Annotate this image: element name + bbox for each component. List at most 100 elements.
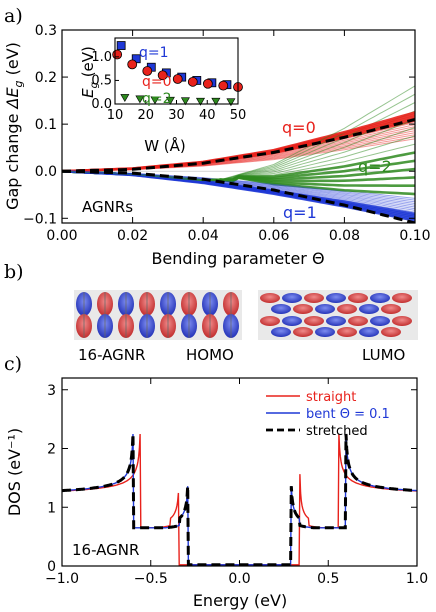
lumo-lobe (359, 304, 379, 314)
x-tick-label-a: 0.00 (46, 228, 77, 244)
inset-point-q2 (180, 97, 190, 106)
dos-legend: straight bent Θ = 0.1 stretched (266, 390, 390, 439)
panel-b-label: b) (4, 261, 24, 283)
inset-point-q2 (226, 98, 236, 107)
inset-background (115, 38, 238, 104)
x-tick-label-a: 0.04 (188, 228, 219, 244)
y-tick-label-a: 0.0 (35, 164, 57, 180)
gap-change-curves (62, 85, 415, 223)
inset-point-q1 (116, 41, 126, 50)
x-tick-label-a: 0.02 (117, 228, 148, 244)
inset-x-tick-label: 40 (199, 108, 216, 123)
inset-y-tick-label: 0.5 (91, 73, 112, 88)
inset-point-q0 (172, 74, 183, 84)
inset-y-tick-label: 1.0 (91, 50, 112, 65)
y-tick-label-a: 0.1 (35, 117, 57, 133)
panel-a-label: a) (4, 5, 23, 27)
lumo-lobe (260, 293, 280, 303)
lumo-lobe (392, 316, 412, 326)
panel-b: b) 16-AGNR HOMO LUMO (4, 261, 418, 364)
x-axis-title-c: Energy (eV) (193, 591, 287, 610)
x-axis-title-a: Bending parameter Θ (151, 249, 324, 268)
lumo-lobe (326, 316, 346, 326)
lumo-lobe (348, 293, 368, 303)
legend-label-bent: bent Θ = 0.1 (306, 407, 390, 422)
x-tick-label-c: 0.5 (317, 571, 339, 587)
inset-point-q2 (211, 97, 221, 106)
legend-label-stretched: stretched (306, 424, 368, 439)
y-axis-title-c: DOS (eV⁻¹) (5, 428, 24, 516)
x-tick-label-c: 1.0 (406, 571, 428, 587)
lumo-lobe (348, 316, 368, 326)
inset-point-q2 (195, 97, 206, 106)
inset-x-tick-label: 50 (230, 108, 247, 123)
y-tick-label-c: 1 (47, 500, 56, 516)
lumo-lobe (271, 304, 291, 314)
lumo-lobe (381, 327, 401, 337)
orbital-label-ribbon: 16-AGNR (78, 346, 145, 364)
inset-point-q0 (127, 59, 138, 70)
orbital-label-lumo: LUMO (362, 346, 405, 364)
inset-point-q2 (150, 96, 160, 105)
panel-c-label: c) (4, 353, 22, 375)
lumo-lobe (337, 327, 357, 337)
agnrs-annotation: AGNRs (82, 198, 133, 216)
inset-point-q2 (120, 94, 130, 103)
inset-point-q0 (218, 80, 229, 91)
legend-label-straight: straight (306, 390, 356, 405)
lumo-lobe (381, 304, 401, 314)
x-tick-label-c: −0.5 (134, 571, 168, 587)
lumo-lobe (304, 316, 324, 326)
y-tick-label-a: 0.2 (35, 70, 57, 86)
inset-point-q2 (165, 96, 175, 105)
inset-x-title: W (Å) (144, 136, 186, 155)
lumo-lobe (282, 316, 302, 326)
panel-c: c) −1.0 −0.5 0.0 0.5 1.0 0 1 2 3 Energy (eV) DOS… (4, 353, 428, 610)
lumo-lobe (293, 327, 313, 337)
inset-point-q0 (112, 49, 123, 60)
inset-x-tick-label: 20 (137, 108, 154, 123)
inset-point-q2 (135, 95, 145, 104)
inset-point-q0 (187, 76, 198, 87)
reference-dashed-lower (62, 169, 415, 223)
inset-q1-label: q=1 (139, 45, 169, 61)
x-tick-label-a: 0.06 (258, 228, 289, 244)
inset-q0-label: q=0 (142, 74, 172, 90)
orbital-label-homo: HOMO (186, 346, 234, 364)
axis-ticks-a: 0.00 0.02 0.04 0.06 0.08 0.10 −0.1 0.0 0.1 0.2 0.3 (23, 23, 431, 244)
dos-ribbon-annotation: 16-AGNR (72, 541, 139, 559)
lumo-lobe (315, 327, 335, 337)
lumo-lobe (359, 327, 379, 337)
inset-point-q0 (157, 70, 168, 81)
x-tick-label-c: 0.0 (228, 571, 250, 587)
axis-ticks-c: −1.0 −0.5 0.0 0.5 1.0 0 1 2 3 (45, 378, 428, 587)
inset-point-q0 (202, 78, 213, 89)
lumo-lobe (370, 293, 390, 303)
panel-a: a) 0.00 0.02 0.04 0.06 0.08 0.10 −0.1 0.0 0.1 0.2… (3, 5, 431, 268)
y-tick-label-a: −0.1 (23, 211, 57, 227)
x-tick-label-a: 0.08 (329, 228, 360, 244)
x-tick-label-a: 0.10 (399, 228, 430, 244)
plot-frame-a (61, 29, 416, 224)
x-tick-label-c: −1.0 (45, 571, 79, 587)
lumo-orbital-image (258, 290, 418, 340)
reference-dashed-upper (62, 117, 415, 173)
lumo-lobe (326, 293, 346, 303)
q0-annotation: q=0 (282, 118, 316, 137)
lumo-lobe (293, 304, 313, 314)
lumo-lobe (370, 316, 390, 326)
inset-ticks: 10 20 30 40 50 0.0 0.5 1.0 (91, 50, 246, 123)
lumo-lobe (271, 327, 291, 337)
lumo-lobe (392, 293, 412, 303)
lumo-lobe (282, 293, 302, 303)
inset-point-q0 (142, 66, 153, 76)
y-tick-label-c: 0 (47, 559, 56, 575)
homo-orbital-image (74, 290, 242, 340)
inset-y-tick-label: 0.0 (91, 97, 112, 112)
q2-annotation: q=2 (358, 157, 392, 176)
y-tick-label-c: 3 (47, 383, 56, 399)
q1-annotation: q=1 (283, 203, 317, 222)
inset-x-tick-label: 30 (168, 108, 185, 123)
inset-q2-label: q=2 (142, 91, 172, 107)
inset-gap-vs-width: 10 20 30 40 50 0.0 0.5 1.0 W (Å) Eg (eV) q=1 q=… (79, 37, 246, 155)
